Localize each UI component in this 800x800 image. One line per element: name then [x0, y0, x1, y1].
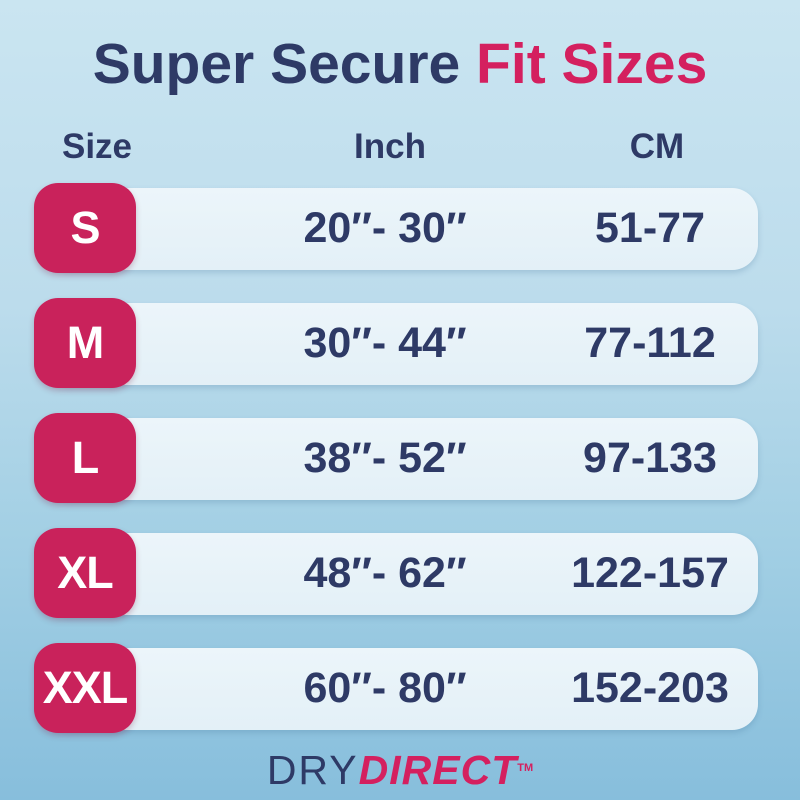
trademark-symbol: TM — [517, 762, 534, 774]
table-header-row: Size Inch CM — [0, 124, 800, 170]
row-bar — [44, 418, 758, 500]
inch-range: 60″- 80″ — [303, 664, 467, 712]
inch-range: 20″- 30″ — [303, 204, 467, 252]
size-badge: XL — [34, 528, 136, 618]
logo-direct-text: DIRECT — [358, 747, 518, 793]
cm-range: 77-112 — [584, 319, 716, 367]
inch-range: 30″- 44″ — [303, 319, 467, 367]
table-row: M 30″- 44″ 77-112 — [0, 298, 800, 388]
inch-range: 48″- 62″ — [303, 549, 467, 597]
page-title: Super Secure Fit Sizes — [0, 30, 800, 98]
cm-range: 97-133 — [583, 434, 717, 482]
row-bar — [44, 648, 758, 730]
column-header-cm: CM — [629, 127, 685, 166]
column-header-inch: Inch — [354, 127, 426, 166]
size-badge: S — [34, 183, 136, 273]
title-part-accent: Fit Sizes — [476, 32, 708, 96]
cm-range: 122-157 — [571, 549, 729, 597]
table-row: S 20″- 30″ 51-77 — [0, 183, 800, 273]
size-badge: XXL — [34, 643, 136, 733]
table-row: L 38″- 52″ 97-133 — [0, 413, 800, 503]
table-row: XXL 60″- 80″ 152-203 — [0, 643, 800, 733]
cm-range: 51-77 — [595, 204, 705, 252]
title-part-primary: Super Secure — [92, 32, 477, 96]
row-bar — [44, 188, 758, 270]
size-badge: L — [34, 413, 136, 503]
row-bar — [44, 303, 758, 385]
logo-dry-text: DRY — [266, 747, 359, 793]
size-badge: M — [34, 298, 136, 388]
column-header-size: Size — [61, 127, 133, 166]
row-bar — [44, 533, 758, 615]
brand-logo: DRYDIRECTTM — [0, 748, 800, 792]
cm-range: 152-203 — [571, 664, 729, 712]
table-row: XL 48″- 62″ 122-157 — [0, 528, 800, 618]
inch-range: 38″- 52″ — [303, 434, 467, 482]
